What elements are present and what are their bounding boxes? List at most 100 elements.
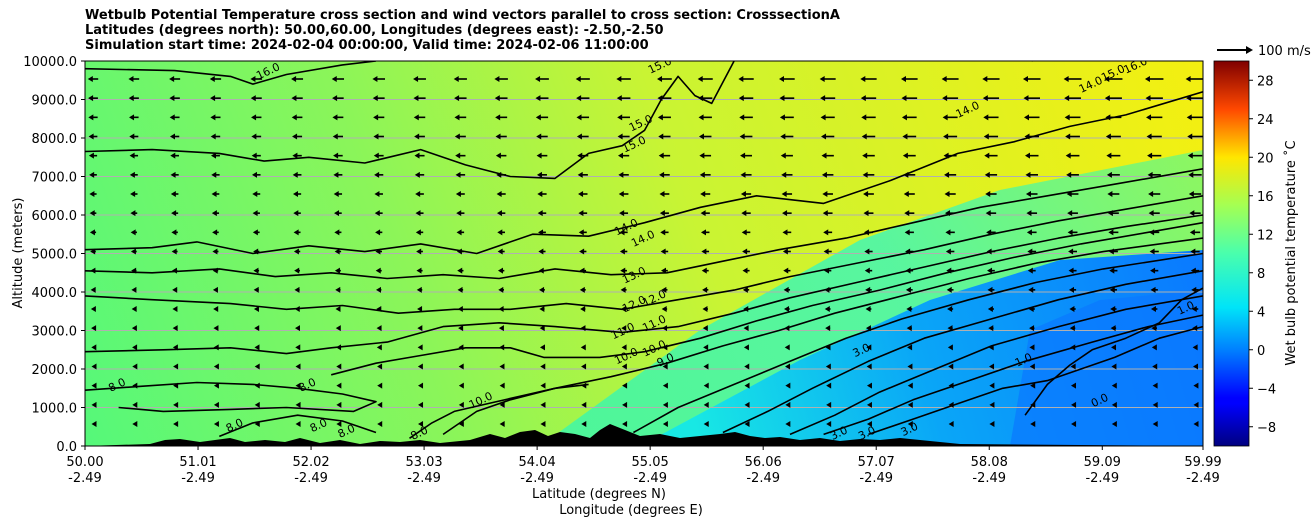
wind-vector	[826, 401, 832, 408]
wind-vector	[1024, 133, 1039, 140]
wind-vector	[373, 114, 385, 121]
wind-vector	[781, 171, 793, 178]
wind-vector	[499, 421, 505, 427]
terrain	[85, 424, 1203, 446]
wind-vector	[984, 171, 998, 178]
wind-vector	[942, 95, 959, 102]
wind-vector	[211, 210, 220, 217]
wind-vector	[1110, 306, 1117, 312]
wind-vector	[1148, 191, 1161, 197]
x-tick-label-lon: -2.49	[859, 471, 893, 486]
wind-vector	[1151, 325, 1157, 332]
wind-vector	[1030, 401, 1036, 408]
wind-vector	[1029, 325, 1035, 332]
wind-vector	[1187, 133, 1203, 140]
wind-vector	[1144, 76, 1164, 82]
wind-vector	[906, 306, 913, 312]
wind-vector	[213, 325, 219, 332]
wind-vector	[537, 191, 547, 197]
wind-vector	[1151, 344, 1157, 351]
wind-vector	[1193, 382, 1199, 389]
wind-vector	[498, 325, 504, 332]
wind-vector	[496, 191, 506, 197]
wind-vector	[171, 229, 178, 236]
wind-vector	[254, 344, 260, 351]
contour-line-8	[633, 252, 1203, 434]
x-tick-label-lat: 51.01	[179, 455, 216, 470]
wind-vector	[173, 401, 179, 408]
wind-vector	[170, 133, 180, 140]
wind-vector	[540, 421, 546, 427]
wind-vector	[1068, 248, 1078, 255]
wind-vector	[213, 401, 219, 408]
wind-vector	[254, 401, 260, 408]
wind-vector	[251, 114, 262, 121]
wind-vector	[986, 248, 996, 255]
wind-vector	[89, 171, 97, 178]
chart-title: Wetbulb Potential Temperature cross sect…	[85, 8, 840, 53]
wind-vector	[621, 363, 627, 370]
colorbar-tick-label: 16	[1257, 190, 1274, 205]
wind-vector	[1067, 229, 1078, 236]
wind-vector	[254, 325, 260, 332]
wind-vector	[739, 133, 753, 140]
wind-vector	[819, 76, 836, 82]
wind-vector	[540, 382, 546, 389]
wind-vector	[702, 286, 709, 293]
wind-vector	[1146, 114, 1163, 121]
wind-vector	[376, 344, 382, 351]
wind-vector	[699, 152, 712, 159]
wind-vector	[1148, 210, 1160, 217]
wind-vector	[1024, 152, 1039, 159]
wind-vector	[784, 325, 790, 332]
wind-vector	[820, 114, 835, 121]
wind-vector	[943, 152, 957, 159]
wind-vector	[1107, 191, 1120, 197]
wind-vector	[91, 363, 97, 370]
wind-vector	[785, 363, 791, 370]
wind-vector	[90, 248, 96, 255]
wind-vector	[1027, 267, 1036, 274]
y-tick-label: 1000.0	[32, 402, 78, 417]
wind-vector	[863, 191, 874, 197]
wind-vector	[1068, 267, 1077, 274]
wind-vector	[617, 152, 630, 159]
wind-vector	[1027, 248, 1037, 255]
wind-vector	[252, 210, 260, 217]
wind-vector	[1104, 95, 1122, 102]
wind-vector	[698, 95, 713, 102]
wind-vector	[660, 229, 669, 236]
wind-vector	[253, 267, 260, 274]
wind-vector	[825, 344, 831, 351]
wind-vector	[458, 401, 464, 408]
wind-vector	[495, 152, 507, 159]
wind-vector	[743, 306, 749, 312]
wind-vector	[170, 152, 179, 159]
wind-vector	[904, 229, 914, 236]
wind-vector	[860, 76, 877, 82]
wind-vector	[498, 306, 504, 312]
wind-vector	[453, 76, 467, 82]
wind-vector	[866, 344, 872, 351]
wind-vector	[455, 171, 466, 178]
wind-vector	[657, 76, 672, 82]
wind-vector	[782, 210, 792, 217]
wind-vector	[89, 229, 97, 236]
wind-vector	[88, 152, 98, 159]
wind-vector	[820, 95, 836, 102]
wind-vector	[375, 267, 382, 274]
wind-vector	[907, 363, 913, 370]
contour-line-8	[409, 383, 589, 439]
wind-vector	[989, 421, 995, 427]
wind-vector	[576, 95, 590, 102]
wind-vector	[418, 401, 424, 408]
wind-vector	[905, 286, 913, 293]
wind-vector	[783, 267, 791, 274]
wind-vector	[1192, 344, 1198, 351]
wind-vector	[336, 401, 342, 408]
wind-vector	[1146, 133, 1162, 140]
wind-vector	[902, 133, 917, 140]
wind-vector	[536, 133, 548, 140]
wind-vector	[703, 344, 709, 351]
wind-vector	[415, 229, 424, 236]
